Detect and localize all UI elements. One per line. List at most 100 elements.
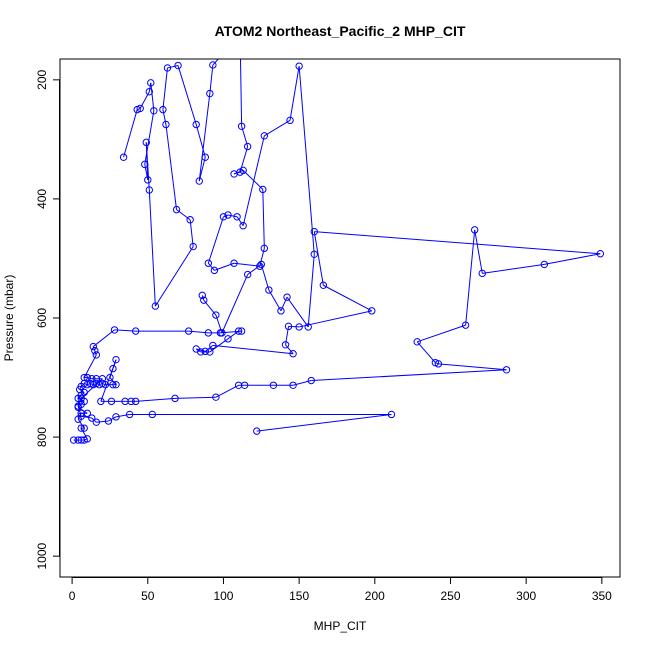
data-point [136, 104, 144, 113]
data-point [224, 211, 232, 219]
series-segment [242, 169, 264, 190]
data-point [107, 397, 116, 406]
series-segment [115, 413, 130, 418]
data-point [237, 327, 246, 335]
y-tick-label: 1000 [35, 542, 49, 569]
data-point [304, 323, 312, 331]
data-point [127, 397, 135, 406]
data-point [206, 348, 214, 356]
series-segment [167, 65, 179, 69]
data-point [230, 170, 238, 178]
series-segment [311, 369, 507, 382]
series-segment [474, 229, 483, 274]
series-segment [417, 324, 466, 343]
series-segment [92, 329, 115, 347]
data-point [174, 61, 182, 70]
series-segment [233, 169, 244, 175]
data-point [212, 393, 220, 401]
series-segment [148, 189, 156, 307]
data-point [234, 327, 243, 335]
data-point [239, 166, 247, 175]
series-segment [268, 289, 282, 312]
series-segment [162, 67, 168, 110]
data-point [206, 89, 214, 98]
series-segment [260, 264, 270, 291]
data-point [209, 341, 217, 350]
data-point [162, 120, 170, 129]
data-point [218, 329, 226, 337]
series-segment [195, 348, 202, 353]
data-point [80, 424, 88, 432]
data-point [224, 335, 232, 343]
data-point [198, 291, 206, 300]
plot-area [69, 59, 605, 444]
data-point [106, 373, 114, 382]
series-segment [175, 396, 216, 399]
data-point [259, 185, 267, 194]
data-point [201, 153, 209, 161]
data-point [284, 322, 293, 331]
series-segment [96, 420, 109, 423]
data-point [240, 381, 249, 389]
data-point [88, 375, 96, 383]
data-point [88, 414, 96, 422]
data-point [77, 424, 85, 432]
data-point [286, 116, 294, 125]
series-segment [242, 135, 265, 226]
data-point [368, 307, 376, 315]
data-point [295, 323, 303, 331]
data-point [265, 286, 273, 294]
data-point [83, 435, 91, 443]
data-point [145, 186, 153, 194]
x-tick-label: 50 [141, 589, 155, 603]
series-segment [176, 209, 191, 221]
series-segment [264, 119, 291, 137]
series-segment [233, 262, 260, 267]
x-tick-label: 250 [440, 589, 460, 603]
data-point [283, 293, 291, 301]
data-point [540, 260, 549, 269]
series-segment [299, 310, 372, 328]
data-point [233, 213, 241, 221]
data-point [112, 355, 120, 364]
series-segment [227, 330, 239, 340]
series-segment [198, 93, 211, 182]
series-segment [289, 66, 300, 121]
data-point [163, 64, 172, 72]
data-point [260, 244, 269, 253]
data-point [104, 417, 113, 425]
series-segment [236, 216, 244, 226]
series-segment [313, 231, 324, 286]
y-tick-label: 200 [35, 70, 49, 90]
data-point [184, 327, 193, 335]
y-tick-label: 400 [35, 189, 49, 209]
series-segment [323, 284, 373, 312]
data-point [131, 327, 140, 335]
series-segment [438, 363, 507, 371]
series-segment [262, 189, 265, 249]
data-point [125, 410, 134, 419]
series [69, 226, 605, 444]
data-point [112, 380, 120, 389]
series-segment [307, 254, 315, 327]
x-tick-label: 100 [213, 589, 233, 603]
y-axis-label: Pressure (mbar) [2, 275, 16, 362]
series-segment [150, 82, 155, 111]
data-point [112, 413, 120, 421]
series-segment [177, 65, 197, 125]
series-segment [240, 59, 243, 127]
data-point [192, 120, 200, 129]
data-point [171, 394, 179, 403]
series-segment [201, 295, 205, 301]
data-point [91, 347, 99, 355]
series-segment [215, 384, 239, 398]
data-point [150, 107, 158, 115]
data-point [144, 176, 152, 184]
series-segment [144, 110, 155, 165]
data-point [200, 296, 208, 304]
data-point [256, 262, 264, 270]
series-segment [314, 231, 601, 255]
series-segment [209, 338, 229, 353]
data-point [596, 249, 605, 258]
data-point [210, 266, 219, 275]
